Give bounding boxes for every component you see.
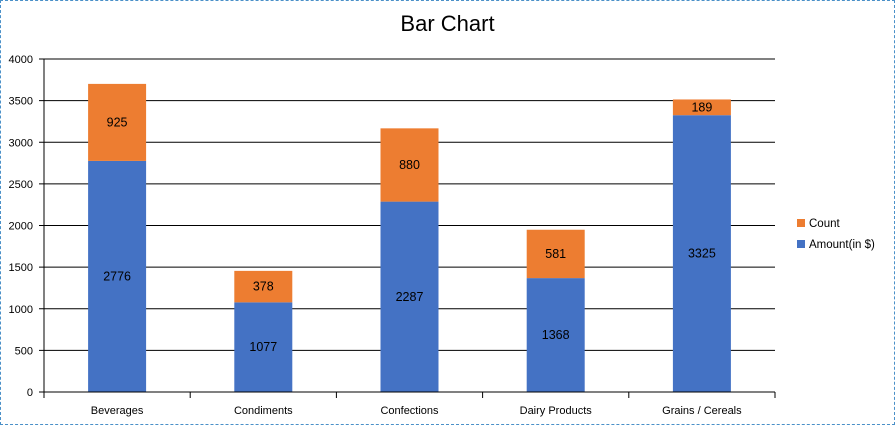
y-tick-label: 2000 <box>9 221 33 233</box>
data-label: 581 <box>545 247 566 261</box>
bar-amount <box>672 115 731 392</box>
legend: Count Amount(in $) <box>797 218 875 251</box>
data-label: 2287 <box>396 290 424 304</box>
bar-amount <box>234 302 293 392</box>
data-label: 378 <box>253 280 274 294</box>
data-label: 880 <box>399 158 420 172</box>
x-tick-label: Confections <box>380 405 439 417</box>
legend-swatch <box>797 240 805 248</box>
x-tick-label: Grains / Cereals <box>662 405 742 417</box>
data-labels: 2776 925 1077 378 2287 880 1368 581 3325 189 <box>103 100 716 354</box>
chart-title: Bar Chart <box>400 11 495 36</box>
bar-count <box>672 99 731 116</box>
bar-count <box>88 83 147 161</box>
axes <box>39 58 776 398</box>
y-tick-label: 4000 <box>9 54 33 66</box>
y-tick-label: 1500 <box>9 262 33 274</box>
x-tick-label: Beverages <box>91 405 144 417</box>
tick-labels: 0 500 1000 1500 2000 2500 3000 3500 4000 Beverage… <box>9 54 743 417</box>
y-tick-label: 500 <box>15 345 33 357</box>
bar-amount <box>88 160 147 392</box>
bar-count <box>380 128 439 202</box>
bar-count <box>234 270 293 303</box>
legend-label: Amount(in $) <box>809 239 875 251</box>
y-tick-label: 0 <box>27 387 33 399</box>
legend-label: Count <box>809 218 840 230</box>
data-label: 189 <box>691 100 712 114</box>
x-tick-label: Dairy Products <box>520 405 593 417</box>
bar-count <box>526 229 585 279</box>
legend-swatch <box>797 219 805 227</box>
y-tick-label: 2500 <box>9 179 33 191</box>
data-label: 3325 <box>688 247 716 261</box>
bar-amount <box>526 278 585 392</box>
data-label: 1368 <box>542 328 570 342</box>
data-label: 2776 <box>103 269 131 283</box>
data-label: 925 <box>107 115 128 129</box>
y-tick-label: 3000 <box>9 137 33 149</box>
y-tick-label: 3500 <box>9 96 33 108</box>
data-label: 1077 <box>249 340 277 354</box>
y-tick-label: 1000 <box>9 304 33 316</box>
x-tick-label: Condiments <box>234 405 293 417</box>
bars <box>88 83 731 392</box>
bar-amount <box>380 201 439 392</box>
